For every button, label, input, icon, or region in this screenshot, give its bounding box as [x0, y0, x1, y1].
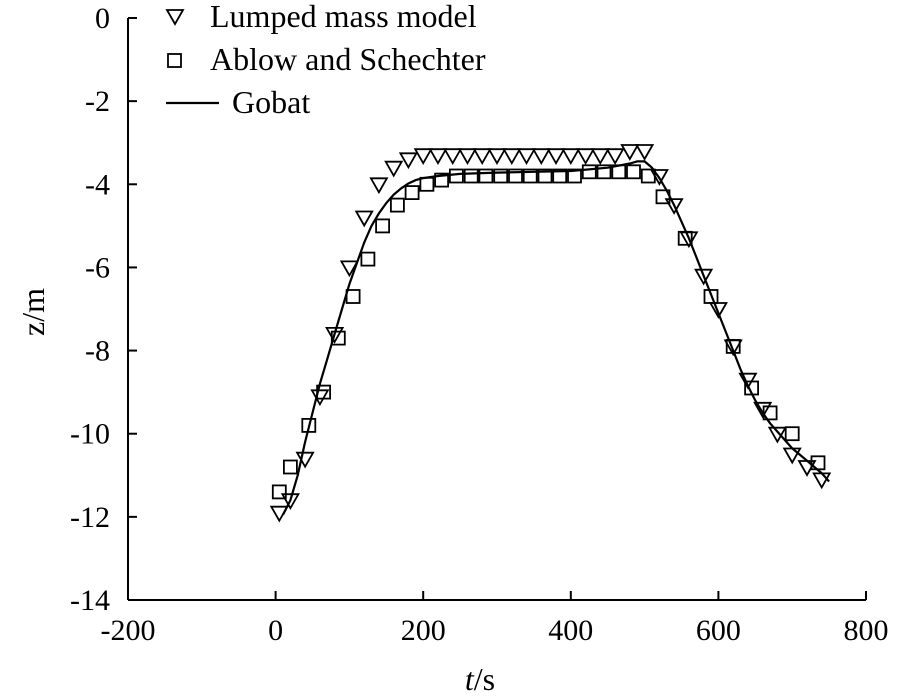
x-tick-label: 400 — [548, 614, 593, 647]
lumped-mass-point — [354, 210, 374, 228]
legend-label-lumped-mass: Lumped mass model — [210, 0, 477, 34]
ablow-schechter-point — [301, 417, 317, 433]
ablow-schechter-point — [448, 168, 464, 184]
axes — [127, 18, 866, 601]
tick-labels: -200 0 200 400 600 800 0 -2 -4 -6 -8 -10 -12 -14 — [70, 2, 889, 647]
y-axis-title: z/m — [15, 288, 51, 336]
lumped-mass-point — [561, 148, 581, 166]
lumped-mass-point — [516, 148, 537, 166]
ablow-schechter-point — [596, 164, 612, 180]
ablow-schechter-point — [537, 168, 553, 184]
lumped-mass-point — [413, 148, 433, 166]
x-tick-label: 600 — [696, 614, 741, 647]
legend-triangle-marker — [165, 9, 185, 26]
lumped-mass-point — [767, 426, 787, 444]
ablow-schechter-point — [389, 197, 405, 213]
ablow-schechter-point — [463, 168, 479, 184]
y-tick-label: -12 — [70, 501, 110, 534]
lumped-mass-point — [443, 148, 463, 166]
ablow-schechter-point — [810, 455, 826, 471]
lumped-mass-point — [369, 177, 389, 195]
ablow-schechter-point — [404, 185, 420, 201]
lumped-mass-point — [546, 148, 566, 166]
y-tick-label: 0 — [95, 2, 110, 35]
lumped-mass-point — [472, 148, 492, 166]
y-tick-label: -14 — [70, 584, 110, 617]
lumped-mass-point — [280, 493, 300, 511]
lumped-mass-point — [812, 472, 832, 490]
lumped-mass-point — [269, 505, 289, 523]
ablow-schechter-point — [271, 484, 287, 500]
ablow-schechter-point — [611, 164, 627, 180]
lumped-mass-point — [620, 144, 640, 161]
ablow-schechter-point — [784, 426, 800, 442]
lumped-mass-point — [428, 148, 448, 166]
ablow-schechter-point — [655, 189, 671, 205]
ticks — [127, 17, 867, 601]
lumped-mass-point — [398, 152, 418, 170]
ablow-schechter-point — [478, 168, 494, 184]
ablow-schechter-point — [567, 168, 582, 184]
lumped-mass-point — [782, 447, 802, 465]
lumped-mass-point — [590, 148, 610, 166]
lumped-mass-point — [753, 401, 773, 419]
legend-square-marker — [167, 53, 182, 68]
lumped-mass-point — [708, 302, 728, 319]
x-tick-label: 800 — [844, 614, 889, 647]
y-tick-label: -6 — [85, 251, 110, 284]
x-tick-label: 200 — [401, 614, 446, 647]
lumped-mass-point — [487, 148, 507, 166]
lumped-mass-point — [502, 148, 522, 166]
lumped-mass-point — [694, 268, 714, 286]
y-tick-label: -10 — [70, 418, 110, 451]
lumped-mass-point — [664, 198, 684, 215]
lumped-mass-point — [679, 231, 699, 249]
ablow-schechter-point — [375, 218, 391, 234]
lumped-mass-point — [635, 144, 655, 161]
ablow-schechter-point — [522, 168, 538, 184]
ablow-schechter-point — [360, 251, 376, 267]
lumped-mass-point — [605, 148, 625, 166]
legend-label-gobat: Gobat — [232, 84, 310, 120]
y-tick-label: -4 — [85, 168, 110, 201]
x-tick-label: 0 — [268, 614, 283, 647]
y-tick-label: -2 — [85, 85, 110, 118]
lumped-mass-point — [384, 160, 404, 178]
x-tick-label: -200 — [101, 614, 156, 647]
lumped-mass-series — [269, 144, 832, 523]
legend-label-ablow-schechter: Ablow and Schechter — [210, 41, 486, 77]
lumped-mass-point — [576, 148, 596, 166]
lumped-mass-point — [531, 148, 551, 166]
ablow-schechter-point — [762, 405, 778, 421]
lumped-mass-point — [325, 327, 345, 344]
legend: Lumped mass model Ablow and Schechter Go… — [165, 0, 486, 120]
lumped-mass-point — [295, 451, 315, 469]
x-axis-title-unit: /s — [474, 661, 495, 696]
ablow-schechter-point — [552, 168, 568, 184]
ablow-schechter-point — [493, 168, 509, 184]
lumped-mass-point — [649, 169, 669, 186]
gobat-series — [282, 160, 830, 516]
lumped-mass-point — [723, 339, 743, 357]
ablow-schechter-point — [345, 289, 361, 304]
lumped-mass-point — [797, 460, 817, 477]
ablow-schechter-point — [581, 164, 597, 180]
ablow-schechter-point — [434, 172, 450, 188]
ablow-schechter-point — [419, 176, 435, 192]
y-tick-label: -8 — [85, 335, 110, 368]
x-axis-title: t/s — [465, 661, 495, 696]
ablow-schechter-series — [271, 164, 826, 500]
lumped-mass-point — [738, 372, 758, 390]
x-axis-title-var: t — [465, 661, 475, 696]
ablow-schechter-point — [508, 168, 523, 184]
lumped-mass-point — [310, 389, 330, 407]
lumped-mass-point — [457, 148, 478, 166]
ablow-schechter-point — [282, 459, 298, 475]
gobat-curve — [282, 160, 830, 516]
ablow-schechter-point — [626, 164, 641, 180]
lumped-mass-point — [339, 260, 359, 278]
